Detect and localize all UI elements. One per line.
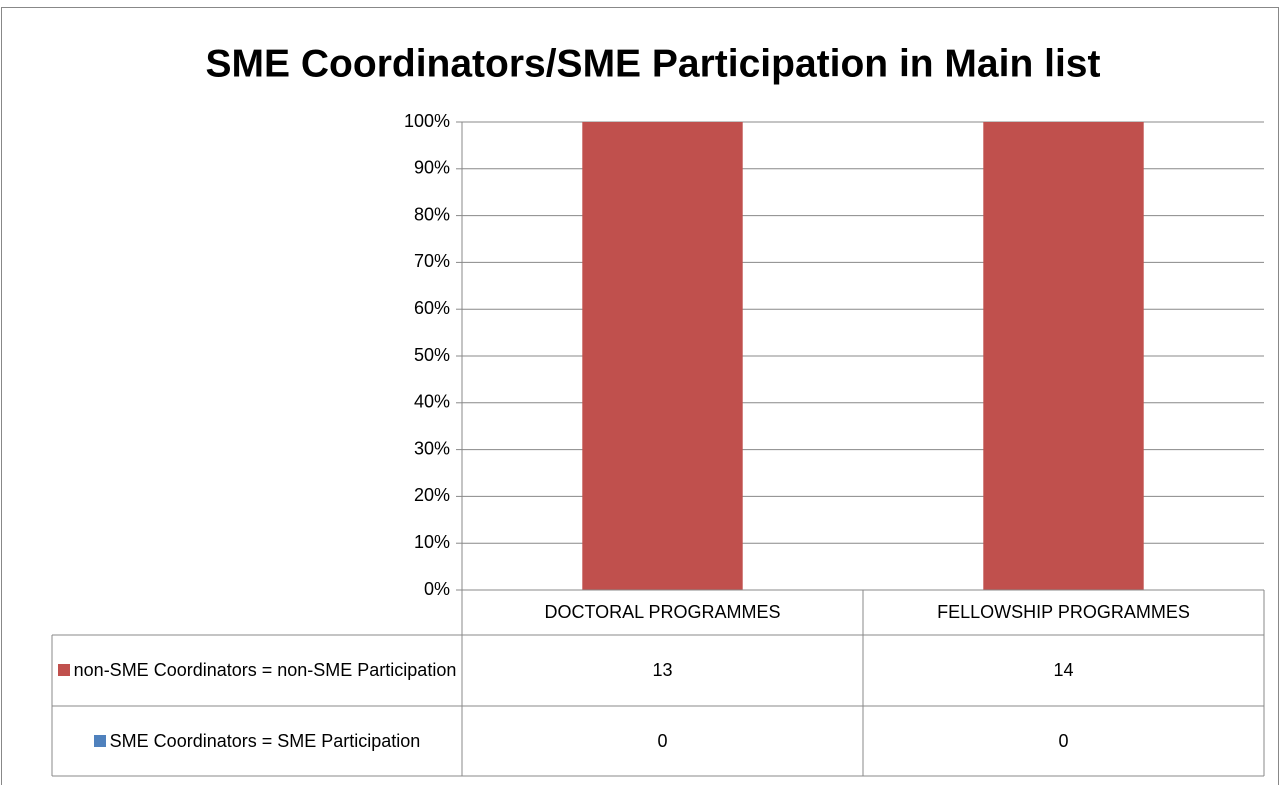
legend-key: [57, 664, 70, 676]
y-tick-label: 50%: [414, 345, 450, 365]
y-tick-label: 10%: [414, 532, 450, 552]
bar-segment: [983, 122, 1144, 590]
data-table-value: 0: [1058, 731, 1068, 751]
y-tick-label: 40%: [414, 392, 450, 412]
y-tick-label: 20%: [414, 485, 450, 505]
legend-label-wrap: non-SME Coordinators = non-SME Participa…: [57, 658, 457, 683]
legend-entry: SME Coordinators = SME Participation: [56, 706, 458, 777]
y-tick-label: 80%: [414, 204, 450, 224]
y-tick-label: 90%: [414, 158, 450, 178]
data-table-value: 13: [652, 660, 672, 680]
legend-label: SME Coordinators = SME Participation: [109, 731, 421, 751]
chart-border: [1, 7, 1279, 785]
legend-label-wrap: SME Coordinators = SME Participation: [93, 729, 421, 754]
x-tick-label: DOCTORAL PROGRAMMES: [544, 602, 780, 622]
data-table-value: 14: [1053, 660, 1073, 680]
chart-title: SME Coordinators/SME Participation in Ma…: [206, 42, 1101, 85]
data-table-value: 0: [657, 731, 667, 751]
y-tick-label: 30%: [414, 438, 450, 458]
y-tick-label: 60%: [414, 298, 450, 318]
legend-label: non-SME Coordinators = non-SME Participa…: [73, 660, 457, 680]
legend-key: [93, 735, 106, 747]
y-tick-label: 0%: [424, 579, 450, 599]
y-tick-label: 100%: [404, 111, 450, 131]
x-tick-label: FELLOWSHIP PROGRAMMES: [937, 602, 1190, 622]
bar-segment: [582, 122, 743, 590]
legend-entry: non-SME Coordinators = non-SME Participa…: [56, 635, 458, 706]
y-tick-label: 70%: [414, 251, 450, 271]
